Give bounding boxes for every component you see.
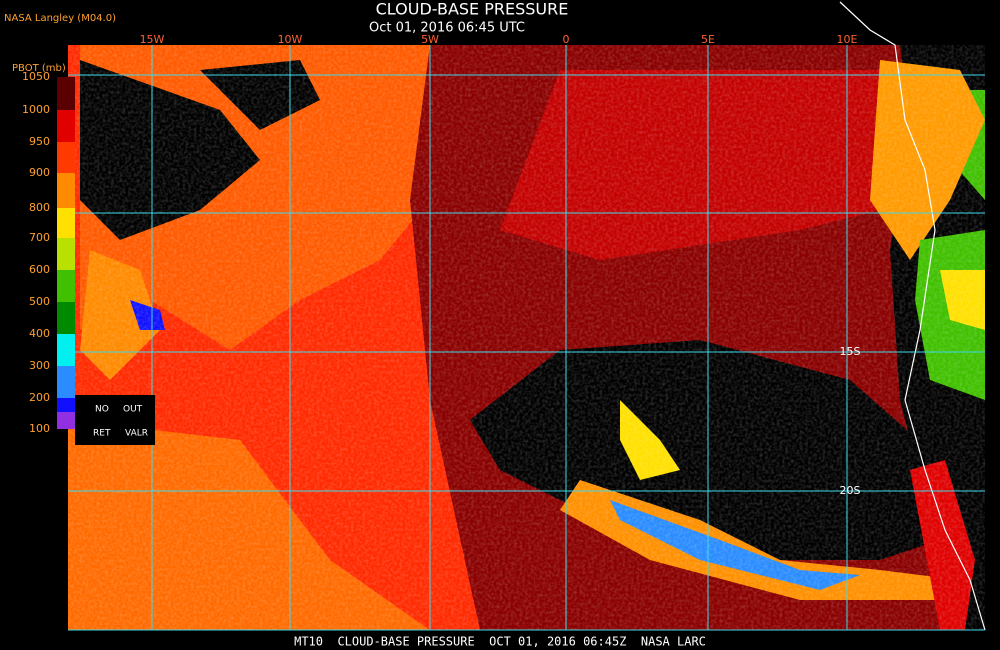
color-swatch xyxy=(57,270,75,302)
legend-level: 1000 xyxy=(22,103,50,116)
latitude-label: 15S xyxy=(840,345,861,358)
legend-note-box xyxy=(75,395,155,445)
color-swatch xyxy=(57,77,75,110)
color-swatch xyxy=(57,142,75,173)
timestamp: Oct 01, 2016 06:45 UTC xyxy=(369,21,525,36)
legend-note: VALR xyxy=(125,429,148,439)
legend-level: 900 xyxy=(29,166,50,179)
legend-note: NO xyxy=(95,405,109,415)
legend-level: 800 xyxy=(29,201,50,214)
legend-level: 300 xyxy=(29,359,50,372)
longitude-label: 10E xyxy=(837,33,858,46)
graticule: 15W 10W 5W 0 5E 10E 15S 20S xyxy=(68,33,985,631)
legend: PBOT (mb)1050 1000 950 900 800 700 600 500 400 30… xyxy=(12,63,155,445)
legend-note: OUT xyxy=(123,405,143,415)
legend-level: 400 xyxy=(29,327,50,340)
longitude-label: 5W xyxy=(421,33,439,46)
legend-level: 950 xyxy=(29,135,50,148)
longitude-label: 5E xyxy=(701,33,715,46)
legend-title: PBOT (mb) xyxy=(12,63,66,74)
imagery xyxy=(68,1,986,631)
color-swatch xyxy=(57,173,75,208)
legend-level: 600 xyxy=(29,263,50,276)
legend-level: 100 xyxy=(29,422,50,435)
latitude-label: 20S xyxy=(840,484,861,497)
color-swatch xyxy=(57,334,75,366)
color-swatch xyxy=(57,208,75,238)
color-swatch xyxy=(57,366,75,398)
longitude-label: 15W xyxy=(140,33,165,46)
color-swatch xyxy=(57,238,75,270)
source-label: NASA Langley (M04.0) xyxy=(4,13,116,24)
color-swatch xyxy=(57,110,75,142)
longitude-label: 0 xyxy=(563,33,570,46)
legend-level: 500 xyxy=(29,295,50,308)
legend-level: 700 xyxy=(29,231,50,244)
longitude-label: 10W xyxy=(278,33,303,46)
color-swatch xyxy=(57,302,75,334)
legend-note: RET xyxy=(93,429,111,439)
legend-level: 200 xyxy=(29,391,50,404)
map-title: CLOUD-BASE PRESSURE xyxy=(376,0,569,19)
footer: MT10 CLOUD-BASE PRESSURE OCT 01, 2016 06… xyxy=(294,635,706,649)
color-swatch xyxy=(57,412,75,429)
legend-level: 1050 xyxy=(22,70,50,83)
